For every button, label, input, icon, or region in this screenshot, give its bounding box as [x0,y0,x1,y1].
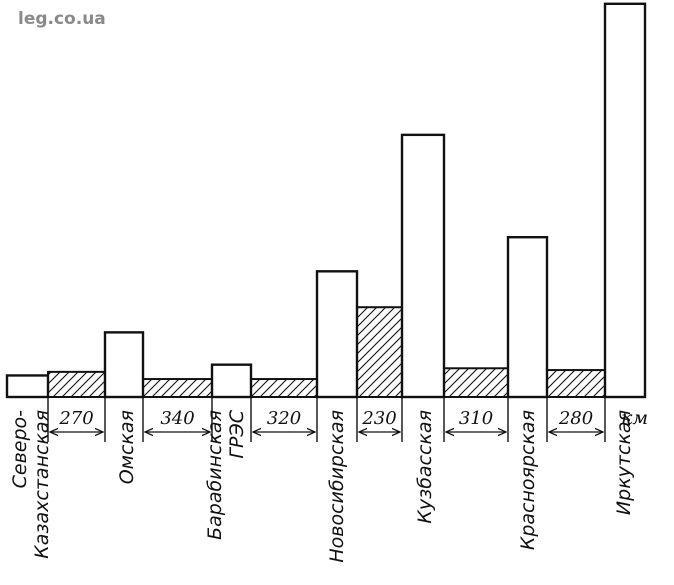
system-name-label: Омская [116,410,138,484]
system-name-line: Новосибирская [326,410,348,563]
system-bar [5,374,50,399]
system-bar [400,133,446,399]
distance-label: 230 [361,408,396,429]
link-bar-hatched [250,378,318,398]
system-name-label: Барабинская ГРЭС [204,409,248,540]
system-bar [210,363,253,399]
distance-label: 310 [459,408,493,429]
distance-label: 340 [160,408,194,429]
distance-label: 320 [267,408,301,429]
system-name-line: Иркутская [613,410,635,515]
system-name-line: Красноярская [517,410,539,550]
system-name-label: Новосибирская [326,410,348,563]
link-bar-hatched [356,306,403,398]
distance-label: 270 [58,408,93,429]
link-bar-hatched [443,367,509,399]
system-name-line: Казахстанская [31,410,53,559]
link-bar-hatched [546,369,606,398]
watermark: leg.co.ua [18,9,106,29]
system-name-label: Северо- Казахстанская [9,410,53,559]
system-name-line: Барабинская [204,410,226,540]
system-name-label: Красноярская [517,410,539,550]
link-bar-hatched [142,378,213,398]
system-name-line: Омская [116,410,138,484]
distance-unit-label: км [621,407,648,429]
system-bar [506,236,549,399]
system-name-line: Кузбасская [414,410,436,524]
system-bar [603,2,647,399]
system-name-line: ГРЭС [226,409,248,458]
distance-label: 280 [558,408,593,429]
system-bar [315,270,359,399]
system-name-label: Иркутская [613,410,635,515]
system-bar [103,331,145,399]
system-name-label: Кузбасская [414,410,436,524]
link-bar-hatched [47,370,106,399]
system-name-line: Северо- [9,410,31,489]
